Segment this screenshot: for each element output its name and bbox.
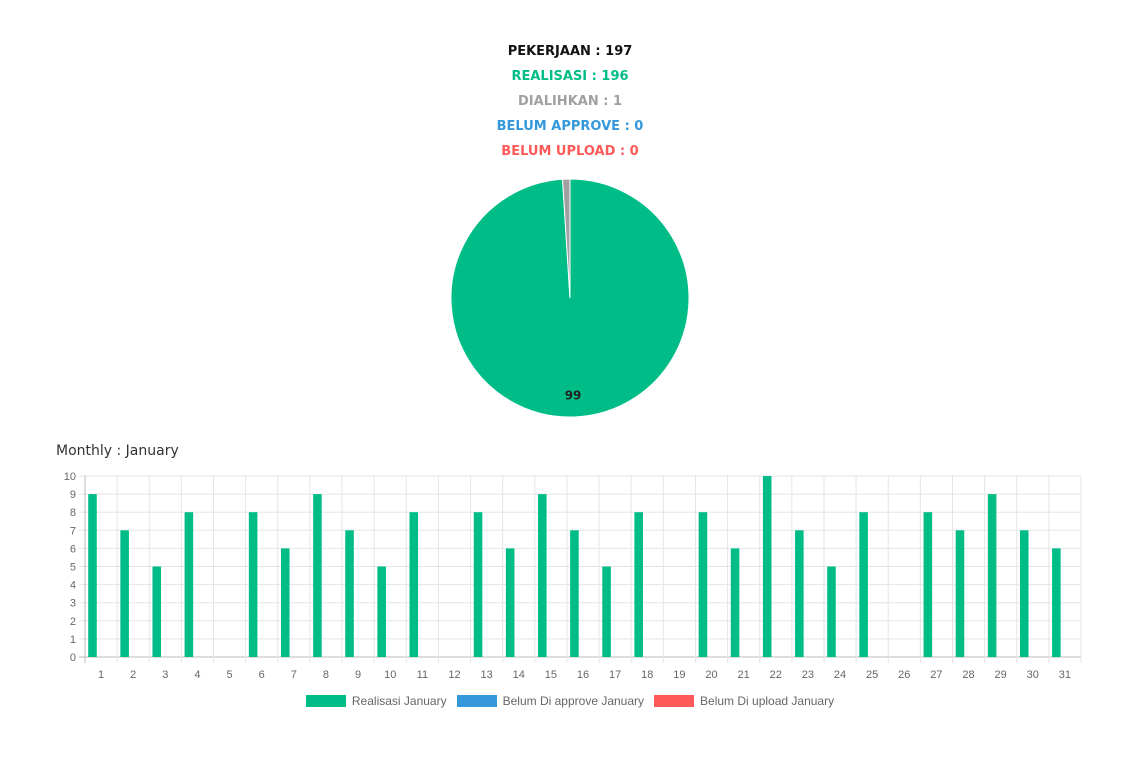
bar-realisasi-january (280, 548, 290, 657)
legend-item-realisasi[interactable]: Realisasi January (305, 694, 447, 708)
legend-swatch-belum-upload (654, 695, 695, 707)
x-tick-label: 23 (802, 669, 814, 681)
x-tick-label: 6 (259, 669, 265, 681)
bar-realisasi-january (634, 512, 643, 657)
bar-realisasi-january (377, 566, 386, 657)
x-tick-label: 4 (194, 669, 200, 681)
bar-realisasi-january (859, 512, 868, 657)
bar-realisasi-january (538, 494, 547, 657)
x-tick-label: 26 (898, 669, 910, 681)
x-tick-label: 1 (98, 669, 104, 681)
chart-legend: Realisasi January Belum Di approve Janua… (0, 694, 1140, 708)
bar-realisasi-january (1052, 548, 1061, 657)
y-tick-label: 8 (70, 507, 76, 519)
realisasi-total: REALISASI : 196 (511, 69, 629, 84)
bar-realisasi-january (570, 530, 579, 657)
x-tick-label: 11 (417, 669, 428, 681)
y-tick-label: 5 (70, 562, 76, 574)
belum-upload-total: BELUM UPLOAD : 0 (501, 144, 639, 159)
x-tick-label: 7 (291, 669, 297, 681)
y-tick-label: 2 (70, 616, 76, 628)
x-tick-label: 29 (995, 669, 1007, 681)
bar-realisasi-january (248, 512, 258, 657)
y-tick-label: 10 (64, 471, 76, 483)
x-tick-label: 14 (513, 669, 525, 681)
legend-swatch-realisasi (305, 695, 346, 707)
x-tick-label: 5 (227, 669, 233, 681)
y-tick-label: 9 (70, 489, 76, 501)
x-tick-label: 18 (641, 669, 653, 681)
y-tick-label: 7 (70, 525, 76, 537)
bar-realisasi-january (1019, 530, 1029, 657)
x-tick-label: 2 (130, 669, 136, 681)
legend-label-realisasi: Realisasi January (351, 694, 447, 708)
belum-approve-total: BELUM APPROVE : 0 (496, 119, 644, 134)
bar-realisasi-january (345, 530, 354, 657)
x-tick-label: 25 (866, 669, 878, 681)
x-tick-label: 21 (738, 669, 750, 681)
bar-realisasi-january (762, 476, 772, 657)
y-tick-label: 1 (70, 634, 76, 646)
legend-label-belum-upload: Belum Di upload January (700, 694, 835, 708)
bar-realisasi-january (473, 512, 483, 657)
pie-chart: 99 (450, 178, 690, 418)
bar-realisasi-january (923, 512, 933, 657)
bar-realisasi-january (987, 494, 997, 657)
x-tick-label: 22 (770, 669, 782, 681)
bar-realisasi-january (955, 530, 965, 657)
x-tick-label: 30 (1027, 669, 1039, 681)
pie-slice-label-0: 99 (565, 389, 582, 403)
bar-realisasi-january (88, 494, 97, 657)
x-tick-label: 19 (673, 669, 685, 681)
x-tick-label: 16 (577, 669, 589, 681)
x-tick-label: 24 (834, 669, 846, 681)
y-tick-label: 6 (70, 543, 76, 555)
x-tick-label: 12 (448, 669, 460, 681)
bar-realisasi-january (698, 512, 708, 657)
x-tick-label: 13 (480, 669, 492, 681)
x-tick-label: 31 (1059, 669, 1071, 681)
pie-slice-1 (561, 178, 571, 299)
y-tick-label: 0 (70, 652, 76, 664)
bar-realisasi-january (184, 512, 194, 657)
x-tick-label: 8 (323, 669, 329, 681)
pekerjaan-total: PEKERJAAN : 197 (507, 44, 633, 59)
x-tick-label: 9 (355, 669, 361, 681)
legend-label-belum-approve: Belum Di approve January (502, 694, 645, 708)
x-tick-label: 20 (705, 669, 717, 681)
bar-realisasi-january (120, 530, 129, 657)
summary-block: PEKERJAAN : 197 REALISASI : 196 DIALIHKA… (0, 39, 1140, 164)
bar-realisasi-january (152, 566, 162, 657)
legend-item-belum-upload[interactable]: Belum Di upload January (654, 694, 834, 708)
dialihkan-total: DIALIHKAN : 1 (518, 94, 622, 109)
bar-realisasi-january (313, 494, 322, 657)
bar-realisasi-january (827, 566, 836, 657)
monthly-title: Monthly : January (56, 443, 179, 459)
y-tick-label: 3 (70, 598, 76, 610)
legend-swatch-belum-approve (456, 695, 497, 707)
legend-item-belum-approve[interactable]: Belum Di approve January (456, 694, 645, 708)
y-tick-label: 4 (70, 580, 76, 592)
bar-realisasi-january (795, 530, 804, 657)
x-tick-label: 15 (545, 669, 557, 681)
x-tick-label: 27 (930, 669, 942, 681)
bar-realisasi-january (505, 548, 515, 657)
bar-realisasi-january (602, 566, 611, 657)
x-tick-label: 10 (384, 669, 396, 681)
x-tick-label: 28 (962, 669, 974, 681)
x-tick-label: 3 (162, 669, 168, 681)
bar-realisasi-january (409, 512, 419, 657)
bar-realisasi-january (730, 548, 740, 657)
x-tick-label: 17 (609, 669, 621, 681)
